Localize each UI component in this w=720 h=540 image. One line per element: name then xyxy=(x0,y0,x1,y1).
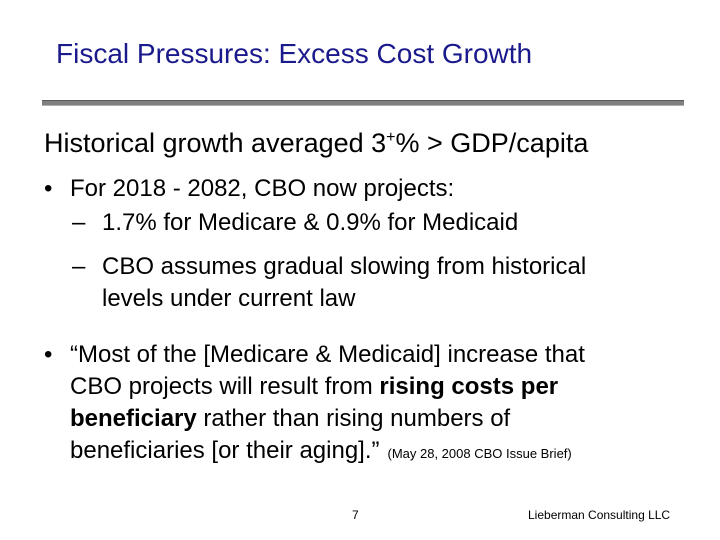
bullet-icon: • xyxy=(44,341,53,368)
citation: (May 28, 2008 CBO Issue Brief) xyxy=(387,446,572,461)
title-divider xyxy=(42,100,684,106)
bullet-icon: • xyxy=(44,175,53,202)
quote-line-3: beneficiary rather than rising numbers o… xyxy=(70,404,510,434)
quote-emphasis-1: rising costs per xyxy=(379,373,559,400)
quote-line-1: “Most of the [Medicare & Medicaid] incre… xyxy=(70,341,585,368)
bullet-1-text: For 2018 - 2082, CBO now projects: xyxy=(70,175,455,202)
slide-title: Fiscal Pressures: Excess Cost Growth xyxy=(56,38,533,69)
quote-emphasis-2: beneficiary xyxy=(70,405,197,432)
sub-bullet-2: CBO assumes gradual slowing from histori… xyxy=(102,253,587,280)
page-number: 7 xyxy=(352,508,359,522)
quote-line-4-text: beneficiaries [or their aging].” xyxy=(70,437,380,464)
sub-bullet-2-continued: levels under current law xyxy=(102,285,356,312)
heading-prefix: Historical growth averaged 3 xyxy=(44,128,387,158)
dash-icon: – xyxy=(72,253,86,280)
quote-line-2: CBO projects will result from rising cos… xyxy=(70,372,558,402)
slide-heading: Historical growth averaged 3+% > GDP/cap… xyxy=(44,128,588,159)
heading-superscript: + xyxy=(386,129,396,146)
quote-line-4: beneficiaries [or their aging].” (May 28,… xyxy=(70,436,572,469)
dash-icon: – xyxy=(72,209,86,236)
quote-line-2-normal: CBO projects will result from xyxy=(70,373,380,400)
heading-suffix: % > GDP/capita xyxy=(395,128,589,158)
sub-bullet-1: 1.7% for Medicare & 0.9% for Medicaid xyxy=(102,209,519,236)
quote-line-3-normal: rather than rising numbers of xyxy=(196,405,511,432)
footer-company: Lieberman Consulting LLC xyxy=(528,508,671,522)
